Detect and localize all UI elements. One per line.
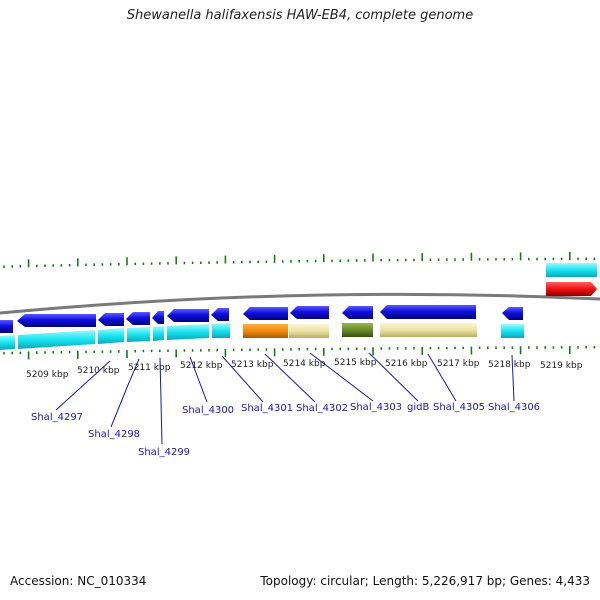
- category-block[interactable]: [243, 324, 288, 338]
- category-block[interactable]: [153, 326, 164, 341]
- leader-line: [55, 360, 111, 411]
- forward-strand-ticks: [3, 252, 596, 268]
- gene-feature[interactable]: [342, 306, 373, 319]
- leader-line: [110, 358, 140, 428]
- category-row: [0, 323, 524, 350]
- page-title: Shewanella halifaxensis HAW-EB4, complet…: [126, 8, 474, 23]
- gene-feature[interactable]: [290, 306, 329, 319]
- gene-feature[interactable]: [546, 282, 597, 296]
- gene-feature[interactable]: [17, 314, 96, 327]
- category-block[interactable]: [0, 335, 15, 350]
- reverse-strand-ticks: [3, 346, 596, 360]
- scale-label: 5217 kbp: [437, 359, 480, 369]
- category-block[interactable]: [167, 324, 209, 340]
- gene-feature[interactable]: [152, 311, 164, 324]
- gene-label-shal-4297[interactable]: Shal_4297: [31, 412, 83, 423]
- gene-label-shal-4303[interactable]: Shal_4303: [350, 402, 402, 413]
- category-block[interactable]: [127, 327, 150, 342]
- gene-label-shal-4298[interactable]: Shal_4298: [88, 429, 140, 440]
- gene-feature[interactable]: [502, 307, 523, 320]
- leader-line: [427, 353, 457, 402]
- scale-label: 5209 kbp: [26, 370, 69, 380]
- category-block[interactable]: [289, 324, 329, 338]
- gene-feature[interactable]: [98, 313, 124, 326]
- scale-label: 5215 kbp: [334, 358, 377, 368]
- category-block[interactable]: [380, 323, 477, 337]
- genome-backbone: [0, 292, 600, 315]
- gene-label-shal-4299[interactable]: Shal_4299: [138, 447, 190, 458]
- scale-label: 5213 kbp: [231, 360, 274, 370]
- feature-track: [0, 263, 597, 350]
- gene-feature[interactable]: [211, 308, 229, 321]
- leader-line: [309, 352, 374, 402]
- scale-label: 5212 kbp: [180, 361, 223, 371]
- scale-label: 5211 kbp: [128, 363, 171, 373]
- genome-summary-text: Topology: circular; Length: 5,226,917 bp…: [260, 574, 590, 588]
- gene-feature[interactable]: [126, 312, 150, 325]
- category-block[interactable]: [98, 328, 124, 344]
- gene-feature[interactable]: [243, 307, 288, 320]
- category-block[interactable]: [501, 324, 524, 338]
- scale-label: 5216 kbp: [385, 359, 428, 369]
- leader-line: [221, 355, 264, 403]
- gene-label-gidb[interactable]: gidB: [407, 402, 429, 413]
- category-block[interactable]: [212, 323, 230, 338]
- leader-line: [264, 353, 316, 403]
- gene-label-leaders: [55, 352, 515, 445]
- leader-line: [511, 354, 515, 402]
- gene-labels: Shal_4297 Shal_4298 Shal_4299 Shal_4300 …: [31, 402, 540, 458]
- gene-label-shal-4306[interactable]: Shal_4306: [488, 402, 540, 413]
- scale-label: 5214 kbp: [283, 359, 326, 369]
- scale-label: 5218 kbp: [488, 360, 531, 370]
- scale-label: 5219 kbp: [540, 361, 583, 371]
- gene-label-shal-4300[interactable]: Shal_4300: [182, 405, 234, 416]
- category-block[interactable]: [342, 323, 373, 337]
- leader-line: [189, 356, 208, 403]
- gene-feature[interactable]: [546, 263, 597, 277]
- gene-feature[interactable]: [0, 320, 13, 333]
- gene-feature[interactable]: [380, 305, 476, 319]
- gene-label-shal-4305[interactable]: Shal_4305: [433, 402, 485, 413]
- gene-label-shal-4302[interactable]: Shal_4302: [296, 403, 348, 414]
- cds-row: [0, 305, 523, 333]
- gene-feature[interactable]: [167, 309, 209, 322]
- accession-text: Accession: NC_010334: [10, 574, 147, 588]
- category-block[interactable]: [18, 330, 95, 349]
- leader-line: [159, 357, 163, 445]
- gene-label-shal-4301[interactable]: Shal_4301: [241, 403, 293, 414]
- leader-line: [368, 352, 419, 402]
